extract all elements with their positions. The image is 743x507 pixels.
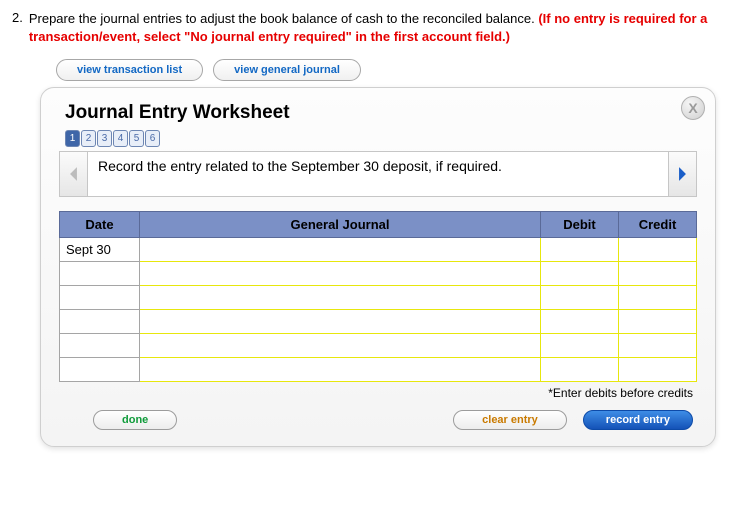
step-tab-6[interactable]: 6	[145, 130, 160, 147]
chevron-left-icon	[67, 166, 80, 182]
cell-credit[interactable]	[619, 334, 697, 358]
cell-credit[interactable]	[619, 310, 697, 334]
cell-debit[interactable]	[541, 262, 619, 286]
view-transaction-list-button[interactable]: view transaction list	[56, 59, 203, 81]
instruction-text: Record the entry related to the Septembe…	[88, 152, 668, 196]
question-text-black: Prepare the journal entries to adjust th…	[29, 11, 539, 26]
chevron-right-icon	[676, 166, 689, 182]
header-date: Date	[60, 212, 140, 238]
header-debit: Debit	[541, 212, 619, 238]
journal-table: Date General Journal Debit Credit Sept 3…	[59, 211, 697, 382]
step-tab-5[interactable]: 5	[129, 130, 144, 147]
table-header-row: Date General Journal Debit Credit	[60, 212, 697, 238]
question-number: 2.	[12, 10, 23, 45]
table-row: Sept 30	[60, 238, 697, 262]
cell-date[interactable]	[60, 358, 140, 382]
header-general-journal: General Journal	[140, 212, 541, 238]
table-row	[60, 286, 697, 310]
cell-general-journal[interactable]	[140, 358, 541, 382]
step-tab-4[interactable]: 4	[113, 130, 128, 147]
cell-credit[interactable]	[619, 262, 697, 286]
journal-entry-panel: X Journal Entry Worksheet 1 2 3 4 5 6 Re…	[40, 87, 716, 447]
debits-before-credits-hint: *Enter debits before credits	[59, 386, 693, 400]
table-row	[60, 334, 697, 358]
cell-date[interactable]: Sept 30	[60, 238, 140, 262]
step-tab-2[interactable]: 2	[81, 130, 96, 147]
instruction-bar: Record the entry related to the Septembe…	[59, 151, 697, 197]
done-button[interactable]: done	[93, 410, 177, 430]
cell-debit[interactable]	[541, 334, 619, 358]
question-row: 2. Prepare the journal entries to adjust…	[12, 10, 743, 45]
bottom-right-buttons: clear entry record entry	[453, 410, 693, 430]
next-arrow-button[interactable]	[668, 152, 696, 196]
panel-title: Journal Entry Worksheet	[65, 102, 697, 124]
step-tab-3[interactable]: 3	[97, 130, 112, 147]
cell-credit[interactable]	[619, 358, 697, 382]
header-credit: Credit	[619, 212, 697, 238]
cell-general-journal[interactable]	[140, 334, 541, 358]
table-row	[60, 262, 697, 286]
cell-general-journal[interactable]	[140, 262, 541, 286]
top-button-row: view transaction list view general journ…	[56, 59, 743, 81]
cell-credit[interactable]	[619, 238, 697, 262]
cell-debit[interactable]	[541, 286, 619, 310]
cell-general-journal[interactable]	[140, 310, 541, 334]
clear-entry-button[interactable]: clear entry	[453, 410, 567, 430]
cell-debit[interactable]	[541, 310, 619, 334]
cell-credit[interactable]	[619, 286, 697, 310]
cell-date[interactable]	[60, 286, 140, 310]
cell-general-journal[interactable]	[140, 238, 541, 262]
step-tabs: 1 2 3 4 5 6	[65, 130, 697, 147]
cell-debit[interactable]	[541, 238, 619, 262]
prev-arrow-button[interactable]	[60, 152, 88, 196]
cell-date[interactable]	[60, 334, 140, 358]
cell-general-journal[interactable]	[140, 286, 541, 310]
bottom-button-row: done clear entry record entry	[59, 410, 697, 430]
record-entry-button[interactable]: record entry	[583, 410, 693, 430]
table-row	[60, 310, 697, 334]
step-tab-1[interactable]: 1	[65, 130, 80, 147]
cell-date[interactable]	[60, 262, 140, 286]
table-row	[60, 358, 697, 382]
cell-date[interactable]	[60, 310, 140, 334]
view-general-journal-button[interactable]: view general journal	[213, 59, 361, 81]
question-text: Prepare the journal entries to adjust th…	[29, 10, 713, 45]
cell-debit[interactable]	[541, 358, 619, 382]
close-icon[interactable]: X	[681, 96, 705, 120]
